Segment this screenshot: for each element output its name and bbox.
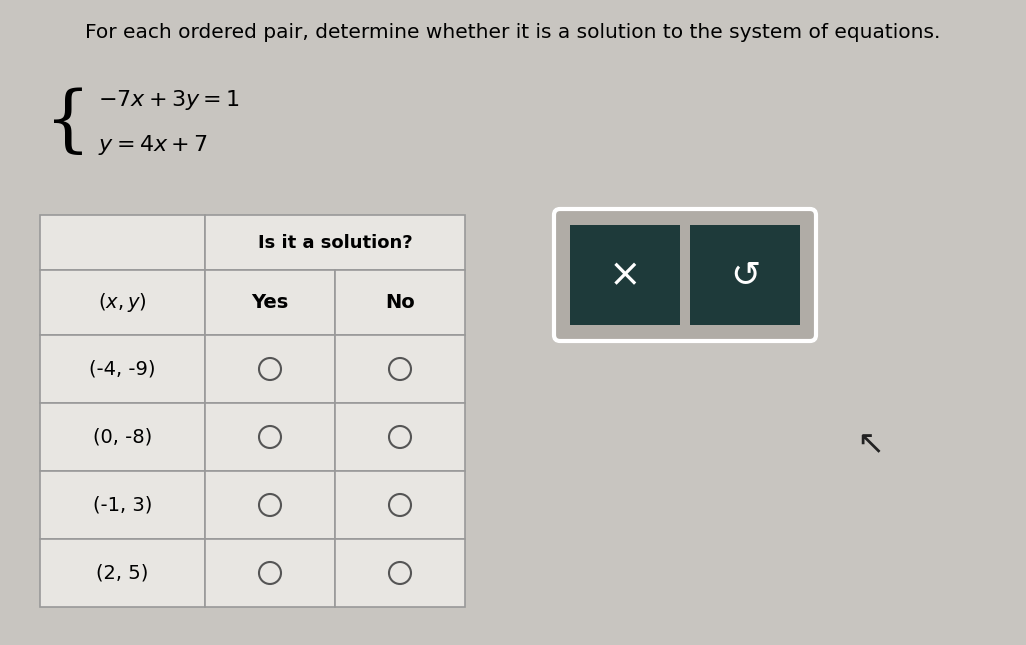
Bar — [205, 471, 336, 539]
Text: {: { — [45, 87, 91, 158]
Bar — [336, 403, 465, 471]
Text: Is it a solution?: Is it a solution? — [258, 233, 412, 252]
Bar — [40, 335, 205, 403]
Text: ↺: ↺ — [729, 258, 760, 292]
FancyBboxPatch shape — [554, 209, 816, 341]
Text: (2, 5): (2, 5) — [96, 564, 149, 582]
Bar — [570, 225, 680, 325]
Bar — [40, 471, 205, 539]
Text: $-7x+3y=1$: $-7x+3y=1$ — [98, 88, 240, 112]
Bar — [205, 403, 336, 471]
Text: ×: × — [608, 256, 641, 294]
Bar — [336, 270, 465, 335]
Bar — [336, 539, 465, 607]
Text: No: No — [385, 293, 415, 312]
Text: (-4, -9): (-4, -9) — [89, 359, 156, 379]
Text: (-1, 3): (-1, 3) — [92, 495, 152, 515]
Bar — [205, 270, 336, 335]
Bar — [40, 270, 205, 335]
Text: Yes: Yes — [251, 293, 288, 312]
Bar — [40, 215, 205, 270]
Text: For each ordered pair, determine whether it is a solution to the system of equat: For each ordered pair, determine whether… — [85, 23, 941, 42]
Bar — [205, 335, 336, 403]
Text: $(x, y)$: $(x, y)$ — [98, 291, 147, 314]
Text: ↖: ↖ — [856, 428, 884, 462]
Text: $y=4x+7$: $y=4x+7$ — [98, 133, 208, 157]
Bar — [205, 215, 465, 270]
Bar — [40, 403, 205, 471]
Bar — [336, 335, 465, 403]
Text: (0, -8): (0, -8) — [93, 428, 152, 446]
Bar — [690, 225, 800, 325]
Bar — [336, 471, 465, 539]
Bar — [40, 539, 205, 607]
Bar — [205, 539, 336, 607]
